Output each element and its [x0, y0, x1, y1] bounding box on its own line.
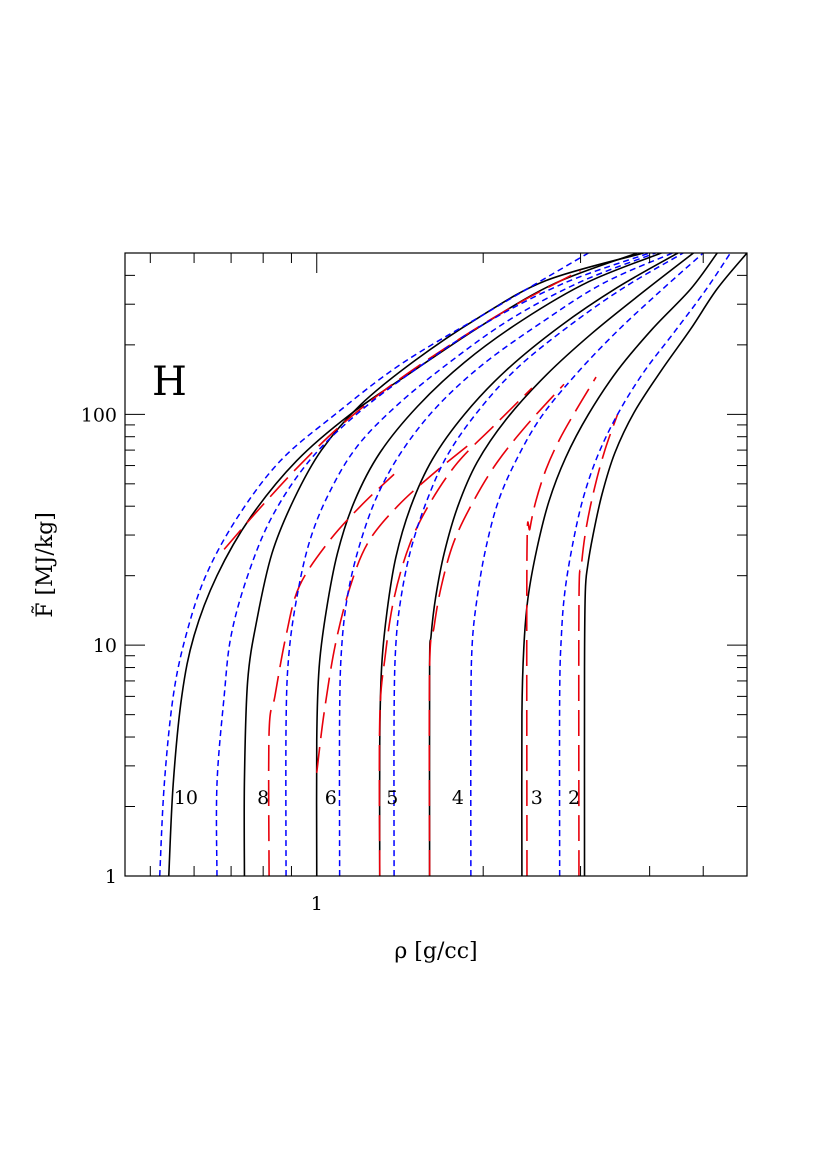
x-axis-title: ρ [g/cc]	[394, 939, 477, 964]
plot-frame	[124, 252, 748, 877]
series-layer	[158, 253, 747, 876]
series-line-solid-3	[378, 253, 679, 876]
series-line-solid-5	[520, 253, 718, 876]
labels-layer: 1 10 100 1 10 8 6 5 4 3 2	[81, 404, 580, 915]
curve-label: 10	[174, 787, 198, 809]
y-tick-label: 1	[105, 866, 117, 888]
series-line-dash-8	[315, 442, 472, 773]
series-line-dot-14	[158, 253, 589, 876]
series-line-dash-10	[428, 383, 565, 876]
series-line-dash-7	[267, 473, 395, 876]
curve-label: 6	[325, 787, 337, 809]
curve-label: 4	[452, 787, 464, 809]
series-line-dash-13	[223, 269, 581, 550]
series-line-dash-11	[525, 376, 597, 876]
y-axis-title: F̃ [MJ/kg]	[32, 512, 58, 618]
series-line-solid-4	[428, 253, 694, 876]
y-tick-label: 100	[81, 404, 117, 426]
series-line-dash-12	[577, 414, 619, 876]
series-line-dot-15	[215, 253, 650, 876]
series-line-dash-9	[378, 387, 533, 876]
curve-label: 8	[257, 787, 269, 809]
series-line-dot-16	[285, 253, 656, 876]
curve-label: 5	[386, 787, 398, 809]
series-line-solid-2	[315, 253, 662, 876]
series-line-solid-0	[167, 253, 638, 876]
x-tick-label: 1	[311, 893, 323, 915]
series-line-dot-17	[338, 253, 673, 876]
series-line-dot-20	[558, 253, 732, 876]
series-line-solid-6	[583, 253, 747, 876]
ticks-layer	[125, 252, 748, 877]
panel-label: H	[152, 359, 187, 405]
curve-label: 2	[568, 787, 580, 809]
series-line-dot-19	[470, 253, 704, 876]
curve-label: 3	[531, 787, 543, 809]
y-tick-label: 10	[93, 635, 117, 657]
series-line-dot-18	[393, 253, 684, 876]
